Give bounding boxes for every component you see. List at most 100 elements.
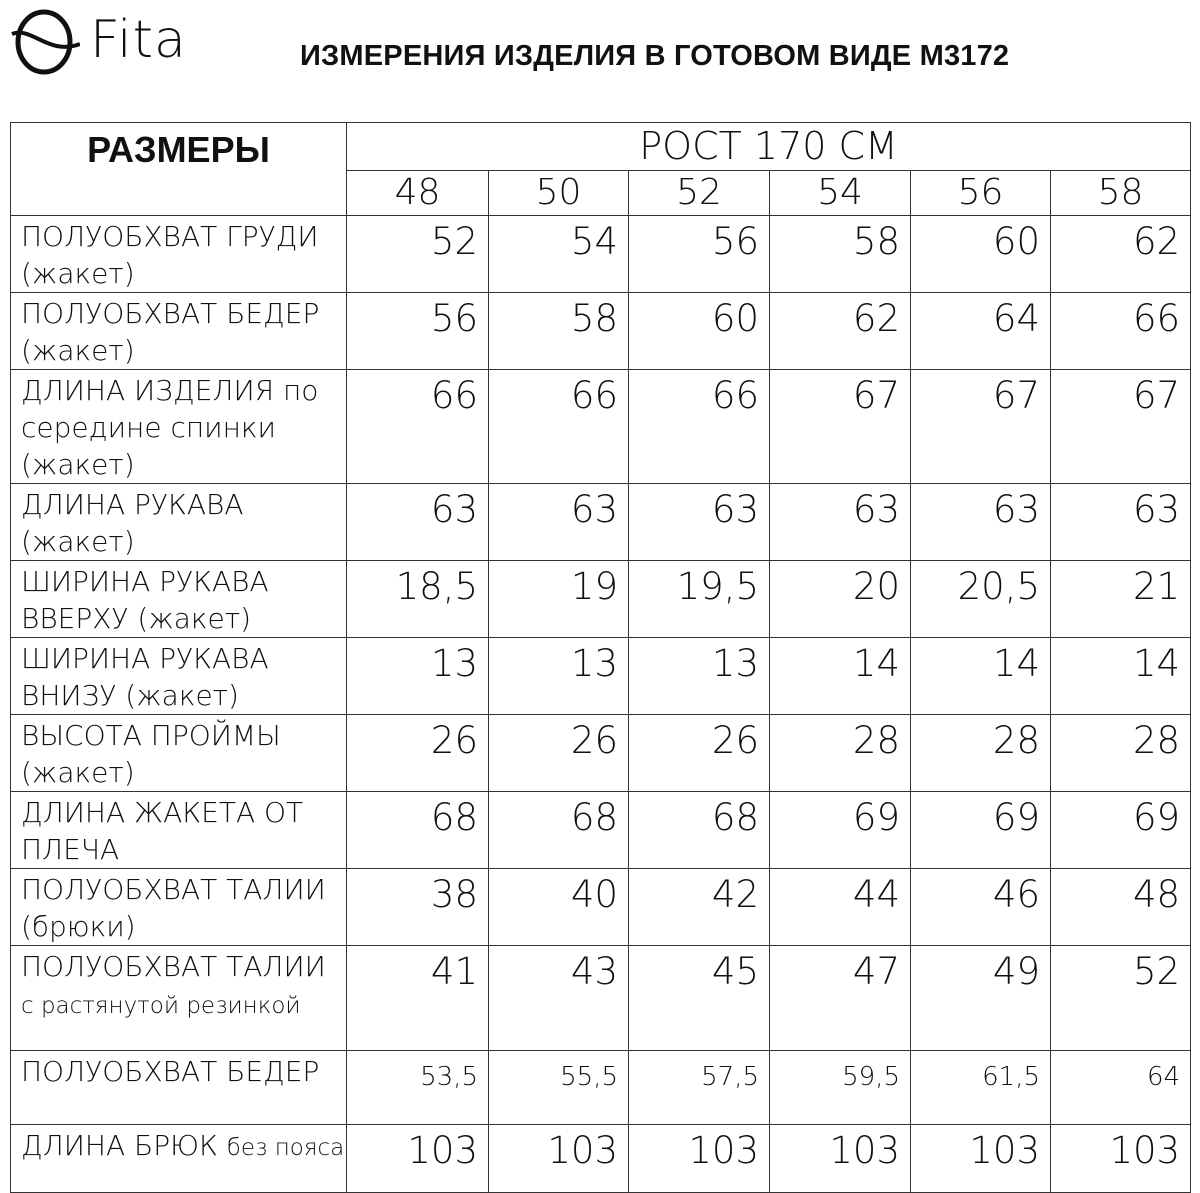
row-label: ДЛИНА ЖАКЕТА ОТ ПЛЕЧА bbox=[10, 791, 347, 869]
row-label-note: без пояса bbox=[226, 1135, 345, 1161]
table-row: ПОЛУОБХВАТ ТАЛИИ с растянутой резинкой 41… bbox=[10, 945, 1192, 1051]
size-header-56: 56 bbox=[910, 170, 1051, 216]
logo-text: Fita bbox=[90, 10, 187, 70]
table-row: ВЫСОТА ПРОЙМЫ (жакет) 26 26 26 28 28 28 bbox=[10, 714, 1192, 792]
row-label: ПОЛУОБХВАТ ТАЛИИ с растянутой резинкой bbox=[10, 945, 347, 1051]
cell-value: 63 bbox=[1049, 483, 1192, 561]
table-row: ПОЛУОБХВАТ ТАЛИИ (брюки) 38 40 42 44 46 48 bbox=[10, 868, 1192, 946]
cell-value: 19 bbox=[488, 560, 629, 638]
cell-value: 56 bbox=[346, 292, 489, 370]
cell-value: 57,5 bbox=[628, 1050, 770, 1125]
cell-value: 103 bbox=[346, 1124, 489, 1193]
cell-value: 21 bbox=[1049, 560, 1192, 638]
cell-value: 28 bbox=[1049, 714, 1192, 792]
cell-value: 67 bbox=[1049, 369, 1192, 484]
row-label: ПОЛУОБХВАТ БЕДЕР (жакет) bbox=[10, 292, 347, 370]
sizes-header: РАЗМЕРЫ bbox=[10, 122, 347, 216]
cell-value: 13 bbox=[628, 637, 770, 715]
table-row: ПОЛУОБХВАТ ГРУДИ (жакет) 52 54 56 58 60 62 bbox=[10, 215, 1192, 293]
cell-value: 63 bbox=[346, 483, 489, 561]
row-label-text: ПОЛУОБХВАТ БЕДЕР bbox=[21, 1055, 320, 1088]
cell-value: 69 bbox=[1049, 791, 1192, 869]
cell-value: 67 bbox=[910, 369, 1051, 484]
cell-value: 103 bbox=[1049, 1124, 1192, 1193]
cell-value: 66 bbox=[628, 369, 770, 484]
cell-value: 63 bbox=[769, 483, 911, 561]
row-label-text: ДЛИНА ИЗДЕЛИЯ по середине спинки (жакет) bbox=[21, 374, 319, 481]
height-header: РОСТ 170 СМ bbox=[345, 122, 1192, 171]
cell-value: 46 bbox=[910, 868, 1051, 946]
row-label: ДЛИНА РУКАВА (жакет) bbox=[10, 483, 347, 561]
row-label-text: ПОЛУОБХВАТ БЕДЕР (жакет) bbox=[21, 297, 320, 367]
cell-value: 58 bbox=[488, 292, 629, 370]
cell-value: 18,5 bbox=[346, 560, 489, 638]
cell-value: 69 bbox=[769, 791, 911, 869]
row-label: ПОЛУОБХВАТ БЕДЕР bbox=[10, 1050, 347, 1125]
size-header-58: 58 bbox=[1049, 170, 1192, 216]
row-label: ДЛИНА БРЮК без пояса bbox=[10, 1124, 347, 1193]
cell-value: 14 bbox=[1049, 637, 1192, 715]
table-row: ДЛИНА ЖАКЕТА ОТ ПЛЕЧА 68 68 68 69 69 69 bbox=[10, 791, 1192, 869]
cell-value: 54 bbox=[488, 215, 629, 293]
cell-value: 56 bbox=[628, 215, 770, 293]
cell-value: 67 bbox=[769, 369, 911, 484]
cell-value: 26 bbox=[488, 714, 629, 792]
table-row: ДЛИНА РУКАВА (жакет) 63 63 63 63 63 63 bbox=[10, 483, 1192, 561]
cell-value: 20 bbox=[769, 560, 911, 638]
row-label-text: ПОЛУОБХВАТ ГРУДИ (жакет) bbox=[21, 220, 319, 290]
size-header-48: 48 bbox=[346, 170, 489, 216]
cell-value: 63 bbox=[910, 483, 1051, 561]
table-row: ДЛИНА ИЗДЕЛИЯ по середине спинки (жакет)… bbox=[10, 369, 1192, 484]
row-label: ВЫСОТА ПРОЙМЫ (жакет) bbox=[10, 714, 347, 792]
size-header-50: 50 bbox=[488, 170, 629, 216]
row-label-text: ПОЛУОБХВАТ ТАЛИИ bbox=[21, 950, 326, 983]
cell-value: 49 bbox=[910, 945, 1051, 1051]
cell-value: 103 bbox=[910, 1124, 1051, 1193]
cell-value: 14 bbox=[769, 637, 911, 715]
size-header-52: 52 bbox=[628, 170, 770, 216]
row-label: ШИРИНА РУКАВА ВНИЗУ (жакет) bbox=[10, 637, 347, 715]
table-row: ШИРИНА РУКАВА ВНИЗУ (жакет) 13 13 13 14 14 14 bbox=[10, 637, 1192, 715]
cell-value: 42 bbox=[628, 868, 770, 946]
cell-value: 62 bbox=[769, 292, 911, 370]
cell-value: 28 bbox=[769, 714, 911, 792]
cell-value: 52 bbox=[346, 215, 489, 293]
table-row: ПОЛУОБХВАТ БЕДЕР (жакет) 56 58 60 62 64 66 bbox=[10, 292, 1192, 370]
cell-value: 62 bbox=[1049, 215, 1192, 293]
fita-logo-icon bbox=[11, 9, 80, 75]
cell-value: 60 bbox=[628, 292, 770, 370]
page-title: ИЗМЕРЕНИЯ ИЗДЕЛИЯ В ГОТОВОМ ВИДЕ М3172 bbox=[300, 40, 1010, 72]
cell-value: 26 bbox=[346, 714, 489, 792]
cell-value: 28 bbox=[910, 714, 1051, 792]
cell-value: 59,5 bbox=[769, 1050, 911, 1125]
row-label: ШИРИНА РУКАВА ВВЕРХУ (жакет) bbox=[10, 560, 347, 638]
row-label-text: ВЫСОТА ПРОЙМЫ (жакет) bbox=[21, 719, 281, 789]
cell-value: 55,5 bbox=[488, 1050, 629, 1125]
table-row: ДЛИНА БРЮК без пояса 103 103 103 103 103 103 bbox=[10, 1124, 1192, 1193]
row-label-text: ДЛИНА ЖАКЕТА ОТ ПЛЕЧА bbox=[21, 796, 304, 866]
cell-value: 61,5 bbox=[910, 1050, 1051, 1125]
cell-value: 45 bbox=[628, 945, 770, 1051]
cell-value: 13 bbox=[488, 637, 629, 715]
cell-value: 64 bbox=[910, 292, 1051, 370]
cell-value: 63 bbox=[628, 483, 770, 561]
cell-value: 66 bbox=[1049, 292, 1192, 370]
cell-value: 43 bbox=[488, 945, 629, 1051]
row-label: ПОЛУОБХВАТ ТАЛИИ (брюки) bbox=[10, 868, 347, 946]
cell-value: 66 bbox=[346, 369, 489, 484]
row-label-text: ПОЛУОБХВАТ ТАЛИИ (брюки) bbox=[21, 873, 326, 943]
row-label: ДЛИНА ИЗДЕЛИЯ по середине спинки (жакет) bbox=[10, 369, 347, 484]
row-label-note: с растянутой резинкой bbox=[21, 993, 301, 1019]
fita-logo: Fita bbox=[8, 4, 187, 76]
size-header-54: 54 bbox=[769, 170, 911, 216]
cell-value: 20,5 bbox=[910, 560, 1051, 638]
cell-value: 14 bbox=[910, 637, 1051, 715]
row-label-text: ДЛИНА РУКАВА (жакет) bbox=[21, 488, 244, 558]
cell-value: 48 bbox=[1049, 868, 1192, 946]
row-label-text: ШИРИНА РУКАВА ВНИЗУ (жакет) bbox=[21, 642, 269, 712]
table-row: ПОЛУОБХВАТ БЕДЕР 53,5 55,5 57,5 59,5 61,5 64 bbox=[10, 1050, 1192, 1125]
cell-value: 47 bbox=[769, 945, 911, 1051]
cell-value: 44 bbox=[769, 868, 911, 946]
row-label: ПОЛУОБХВАТ ГРУДИ (жакет) bbox=[10, 215, 347, 293]
cell-value: 52 bbox=[1049, 945, 1192, 1051]
